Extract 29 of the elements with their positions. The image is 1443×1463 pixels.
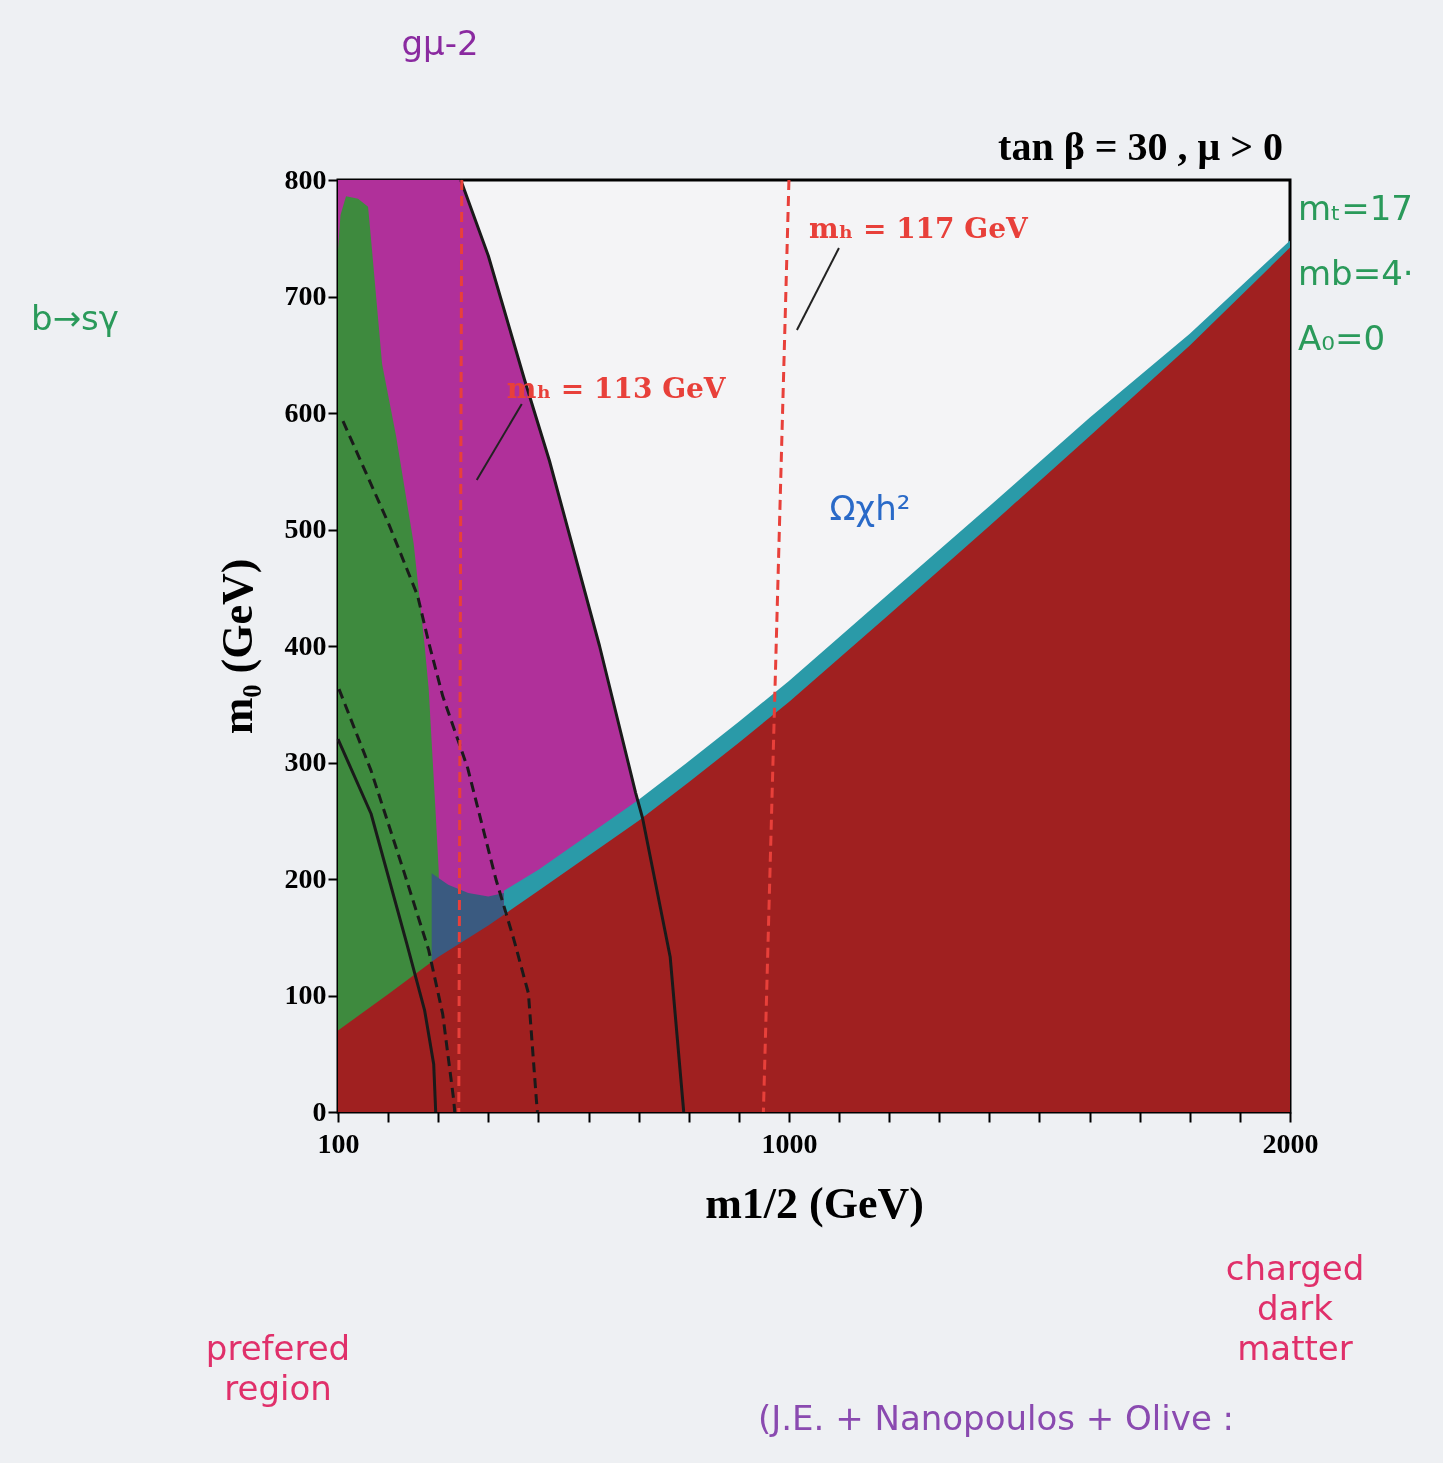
y-tick-label: 800	[284, 163, 327, 195]
text: gμ-2	[401, 23, 479, 63]
y-tick-label: 200	[284, 862, 327, 894]
line-series	[336, 737, 438, 1114]
y-tick-label: 0	[312, 1095, 327, 1127]
y-tick-label: 700	[284, 280, 327, 311]
x-tick-label: 2000	[1262, 1127, 1319, 1159]
x-axis-title: m1/2 (GeV)	[705, 1178, 924, 1228]
series-label: mₕ = 117 GeV	[808, 212, 1030, 245]
line-series	[341, 419, 539, 1114]
line-series	[337, 687, 457, 1114]
x-tick-label: 100	[317, 1127, 360, 1159]
text: charged dark matter	[1225, 1248, 1365, 1368]
y-tick-label: 300	[284, 746, 327, 777]
annotation: Ωχh²	[829, 488, 911, 528]
text: b→sγ	[31, 298, 119, 338]
text: mₜ=17	[1298, 188, 1413, 228]
text: (J.E. + Nanopoulos + Olive :	[758, 1398, 1235, 1438]
text: prefered region	[205, 1328, 351, 1408]
chart-title: tan β = 30 , μ > 0	[998, 124, 1283, 169]
y-tick-label: 100	[284, 979, 327, 1010]
y-axis-title: m₀ (GeV)	[212, 558, 262, 735]
y-tick-label: 500	[284, 513, 327, 544]
series-label: mₕ = 113 GeV	[506, 372, 727, 405]
text: mb=4·	[1298, 253, 1414, 293]
y-tick-label: 600	[284, 396, 327, 428]
text: A₀=0	[1298, 318, 1386, 358]
x-tick-label: 1000	[761, 1127, 818, 1159]
y-tick-label: 400	[284, 629, 327, 661]
